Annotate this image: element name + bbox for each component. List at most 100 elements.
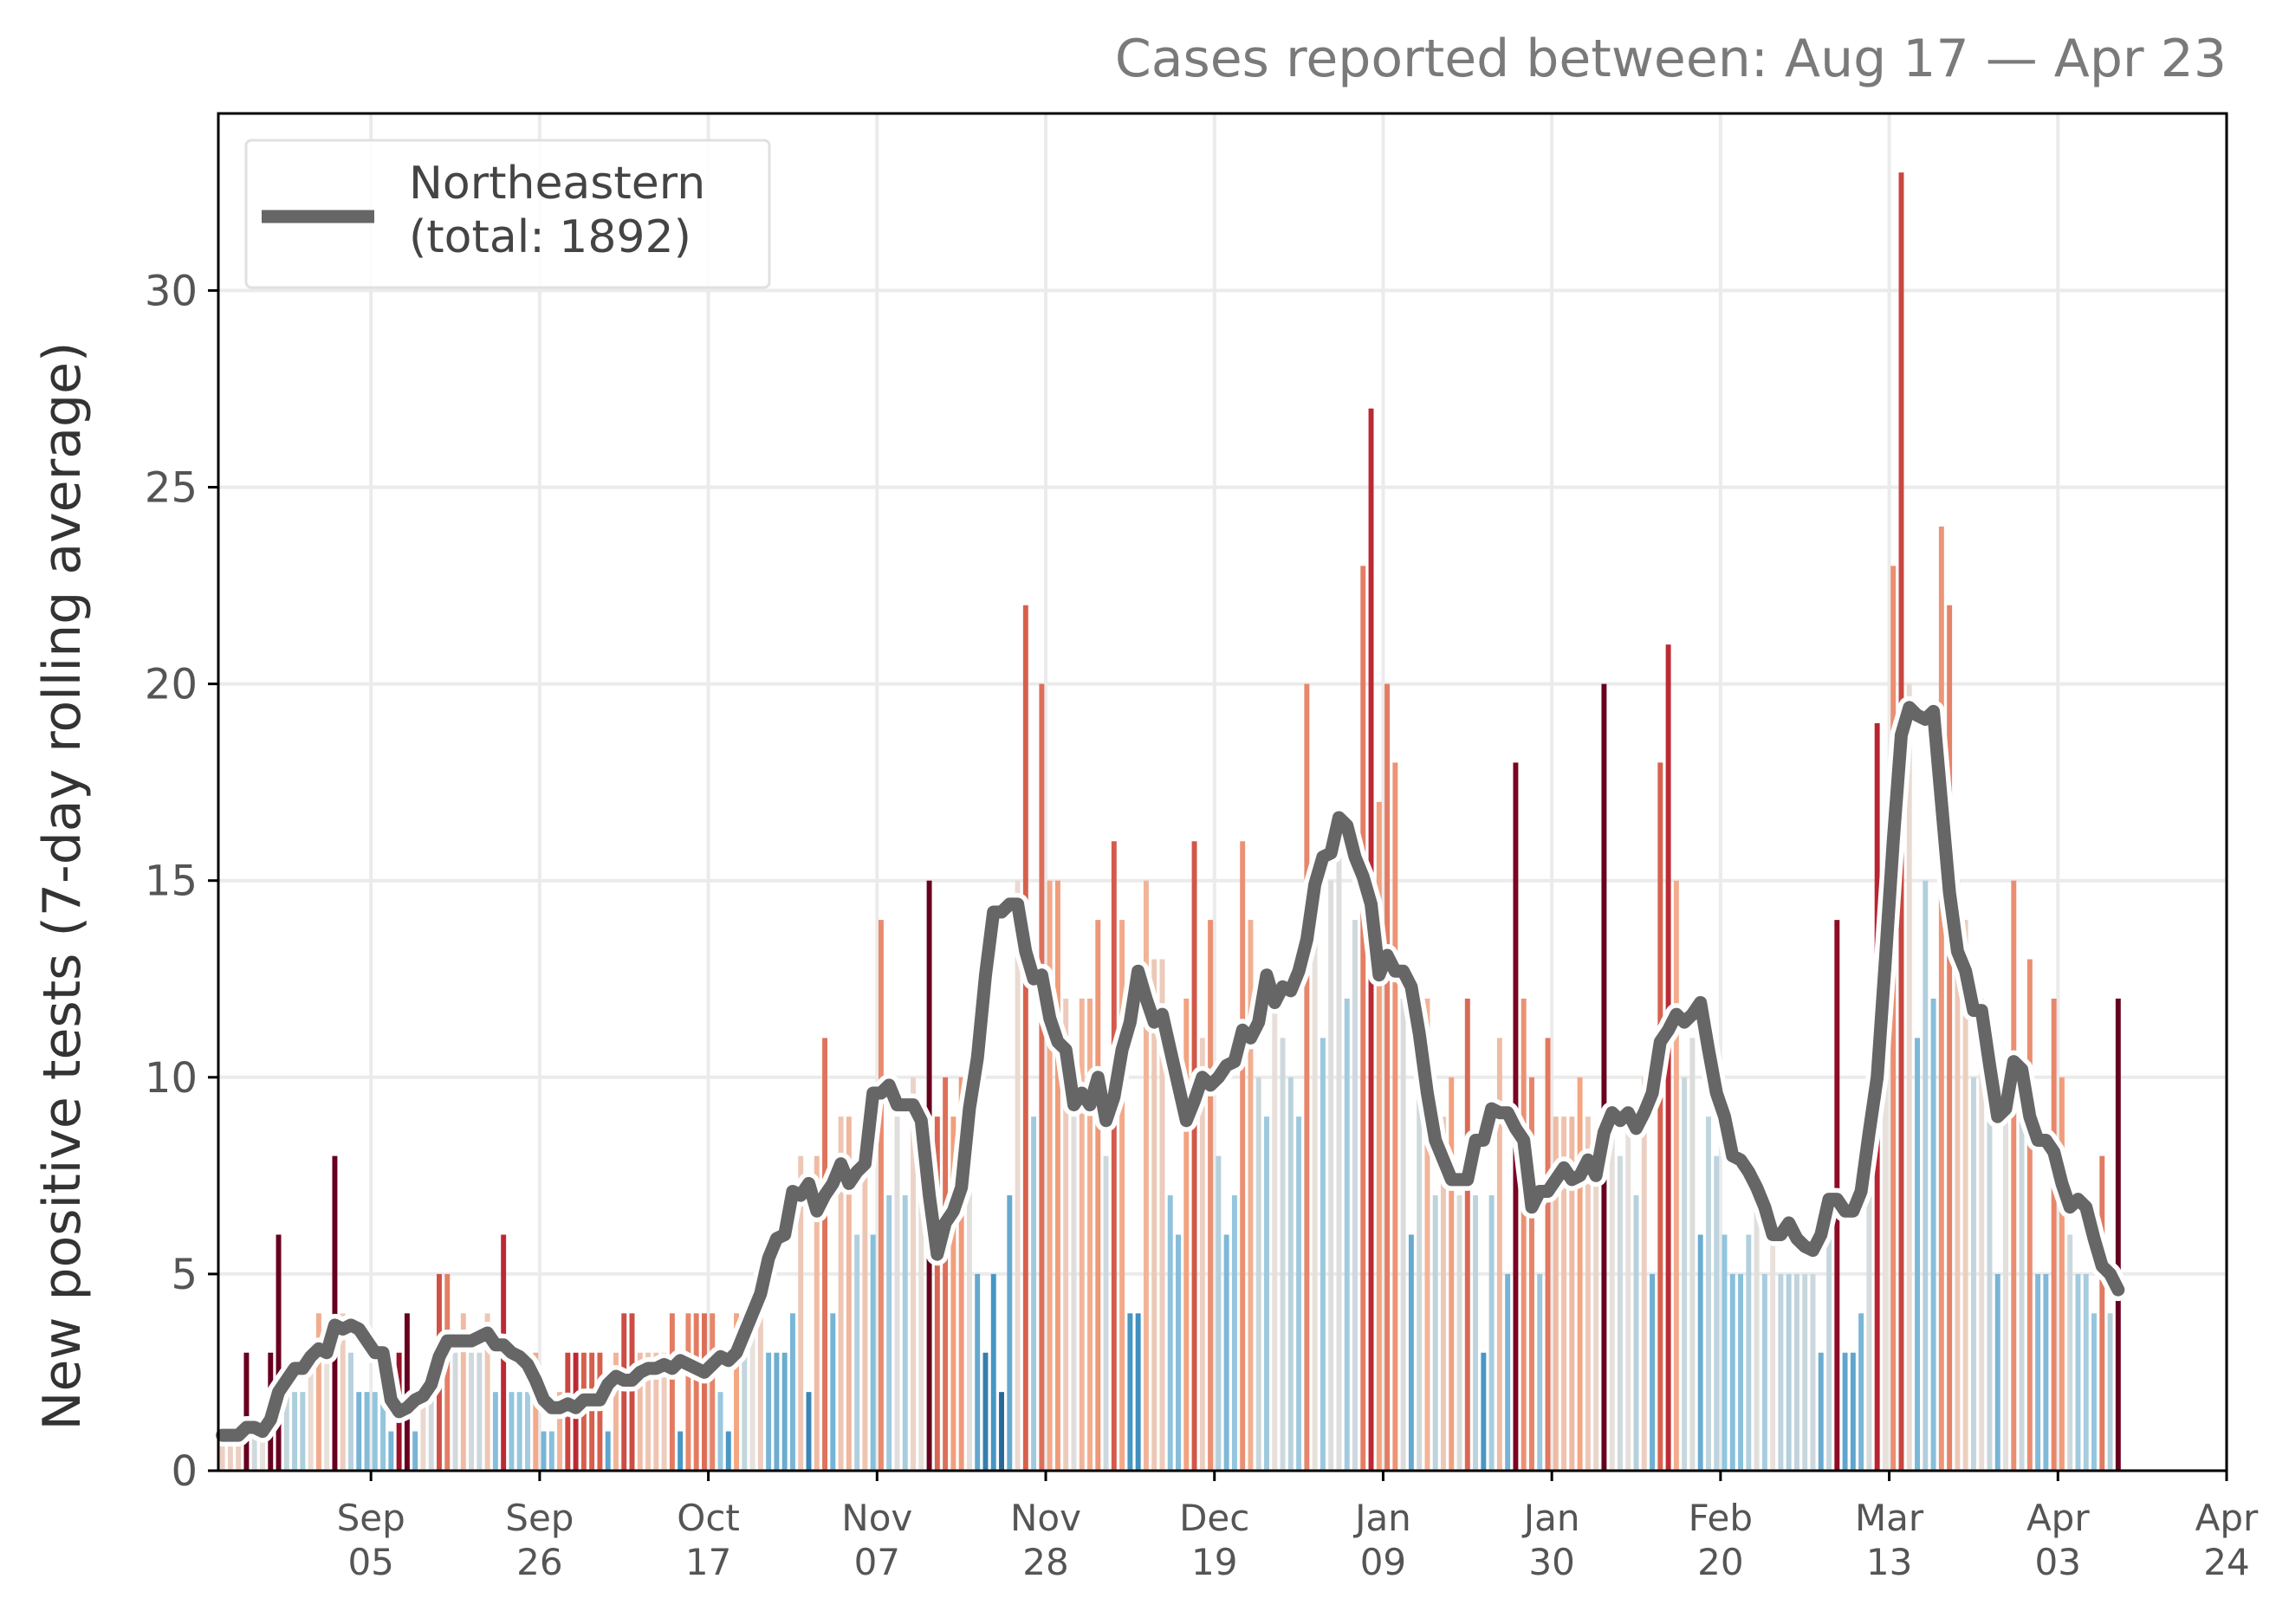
daily-case-bar: [308, 1352, 314, 1471]
x-tick-label: Jan 30: [1521, 1497, 1580, 1583]
daily-case-bar: [1432, 1195, 1438, 1471]
daily-case-bar: [1746, 1234, 1752, 1471]
daily-case-bar: [1625, 1116, 1631, 1471]
daily-case-bar: [830, 1313, 836, 1471]
daily-case-bar: [1063, 998, 1069, 1471]
daily-case-bar: [1496, 1038, 1502, 1471]
y-tick-label: 20: [145, 661, 198, 709]
daily-case-bar: [1729, 1273, 1735, 1471]
x-tick-day: 13: [1866, 1541, 1912, 1583]
daily-case-bar: [1071, 1116, 1077, 1471]
daily-case-bar: [2003, 1116, 2008, 1471]
daily-case-bar: [380, 1392, 386, 1471]
daily-case-bar: [1264, 1116, 1269, 1471]
daily-case-bar: [1449, 1077, 1455, 1471]
daily-case-bar: [1930, 998, 1936, 1471]
x-tick-day: 26: [516, 1541, 562, 1583]
daily-case-bar: [1673, 880, 1679, 1471]
y-axis: 0 5 10 15 20 25 30: [145, 267, 218, 1496]
daily-case-bar: [975, 1273, 981, 1471]
daily-case-bar: [943, 1077, 949, 1471]
bars: [219, 172, 2121, 1472]
daily-case-bar: [1304, 683, 1310, 1471]
y-tick-label: 10: [145, 1054, 198, 1103]
daily-case-bar: [236, 1431, 242, 1471]
daily-case-bar: [653, 1352, 659, 1471]
daily-case-bar: [428, 1392, 434, 1471]
daily-case-bar: [1682, 1077, 1688, 1471]
daily-case-bar: [420, 1392, 426, 1471]
daily-case-bar: [1360, 566, 1366, 1472]
x-tick-month: Sep: [505, 1497, 574, 1539]
daily-case-bar: [1031, 1116, 1037, 1471]
daily-case-bar: [348, 1352, 353, 1471]
daily-case-bar: [1770, 1234, 1776, 1471]
daily-case-bar: [548, 1431, 554, 1471]
x-tick-label: Dec 19: [1179, 1497, 1249, 1583]
daily-case-bar: [1545, 1038, 1551, 1471]
daily-case-bar: [1007, 1195, 1013, 1471]
daily-case-bar: [1054, 880, 1060, 1471]
daily-case-bar: [789, 1313, 795, 1471]
daily-case-bar: [918, 1116, 924, 1471]
daily-case-bar: [1167, 1195, 1173, 1471]
x-tick-label: Apr 03: [2026, 1497, 2090, 1583]
daily-case-bar: [1521, 998, 1527, 1471]
daily-case-bar: [1287, 1077, 1294, 1471]
daily-case-bar: [1962, 920, 1968, 1471]
daily-case-bar: [243, 1352, 250, 1471]
daily-case-bar: [822, 1038, 828, 1471]
y-tick-label: 30: [145, 267, 198, 315]
x-tick-day: 24: [2203, 1541, 2249, 1583]
daily-case-bar: [774, 1352, 780, 1471]
daily-case-bar: [902, 1195, 908, 1471]
daily-case-bar: [734, 1313, 740, 1471]
daily-case-bar: [1593, 1155, 1599, 1471]
daily-case-bar: [1970, 1077, 1976, 1471]
daily-case-bar: [1223, 1234, 1229, 1471]
daily-case-bar: [1312, 880, 1318, 1471]
daily-case-bar: [1417, 1077, 1423, 1471]
daily-case-bar: [1255, 1077, 1261, 1471]
daily-case-bar: [693, 1313, 699, 1471]
daily-case-bar: [1938, 526, 1944, 1471]
daily-case-bar: [2019, 1116, 2025, 1471]
x-tick-month: Dec: [1179, 1497, 1249, 1539]
daily-case-bar: [710, 1313, 716, 1471]
x-tick-label: Mar 13: [1855, 1497, 1924, 1583]
legend: Northeastern (total: 1892): [244, 139, 771, 289]
grid: [218, 113, 2228, 1472]
daily-case-bar: [1657, 762, 1663, 1471]
daily-case-bar: [878, 920, 884, 1471]
x-tick-month: Mar: [1855, 1497, 1924, 1539]
daily-case-bar: [1826, 1234, 1832, 1471]
daily-case-bar: [2059, 1077, 2065, 1471]
daily-case-bar: [484, 1313, 490, 1471]
daily-case-bar: [1135, 1313, 1141, 1471]
x-tick-month: Jan: [1521, 1497, 1580, 1539]
chart-subtitle: Cases reported between: Aug 17 — Apr 23: [1115, 29, 2227, 89]
daily-case-bar: [678, 1431, 684, 1471]
daily-case-bar: [1039, 683, 1045, 1471]
daily-case-bar: [1818, 1352, 1824, 1471]
daily-case-bar: [766, 1352, 772, 1471]
daily-case-bar: [1754, 1195, 1760, 1471]
daily-case-bar: [621, 1313, 627, 1471]
daily-case-bar: [1882, 959, 1888, 1471]
daily-case-bar: [2043, 1273, 2049, 1471]
x-tick-month: Feb: [1689, 1497, 1753, 1539]
daily-case-bar: [645, 1352, 652, 1471]
x-tick-label: Sep 26: [505, 1497, 574, 1583]
daily-case-bar: [1987, 1116, 1993, 1471]
daily-case-bar: [757, 1273, 763, 1471]
daily-case-bar: [629, 1313, 635, 1471]
x-tick-label: Apr 24: [2195, 1497, 2259, 1583]
y-tick-label: 25: [145, 463, 198, 512]
daily-case-bar: [2115, 998, 2121, 1471]
daily-case-bar: [533, 1352, 539, 1471]
x-tick-day: 03: [2035, 1541, 2081, 1583]
daily-case-bar: [1199, 1038, 1205, 1471]
daily-case-bar: [516, 1392, 522, 1471]
daily-case-bar: [999, 1392, 1004, 1471]
